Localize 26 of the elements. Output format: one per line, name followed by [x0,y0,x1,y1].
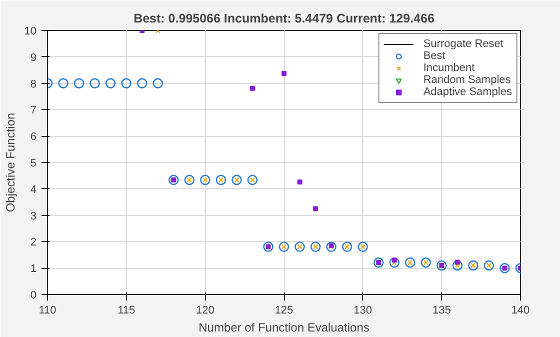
x-tick-label: 130 [354,304,372,316]
y-tick-label: 1 [30,263,37,276]
y-tick-label: 8 [30,78,37,90]
x-tick-label: 140 [511,304,530,316]
y-tick-label: 0 [30,290,37,302]
x-tick-label: 120 [196,304,214,316]
legend-label: Adaptive Samples [423,86,512,98]
y-tick-label: 3 [30,210,37,222]
x-tick-label: 115 [118,304,136,316]
y-tick-label: 7 [30,104,37,117]
x-axis-title: Number of Function Evaluations [198,320,370,334]
y-tick-label: 10 [24,26,37,38]
x-tick-label: 125 [274,304,294,316]
y-tick-label: 9 [30,52,37,64]
y-tick-label: 6 [30,131,37,144]
y-axis-title: Objective Function [3,112,18,212]
legend-label: Best [423,50,446,62]
y-tick-label: 2 [30,236,37,249]
y-tick-label: 5 [30,158,37,170]
chart-title: Best: 0.995066 Incumbent: 5.4479 Current: 129.466 [134,12,434,26]
x-tick-label: 135 [432,304,451,316]
legend-label: Surrogate Reset [423,38,504,50]
legend-label: Incumbent [423,62,475,74]
y-tick-label: 4 [30,184,37,196]
legend-label: Random Samples [423,74,511,86]
x-tick-label: 110 [38,304,56,316]
